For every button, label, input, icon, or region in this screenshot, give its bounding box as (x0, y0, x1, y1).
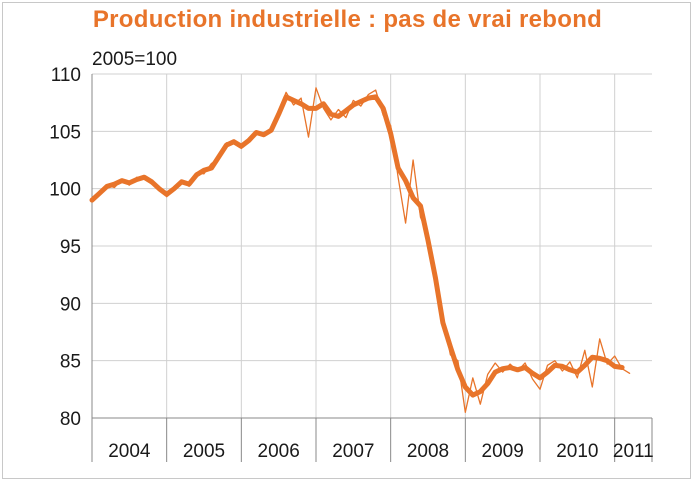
chart-frame (2, 2, 691, 479)
y-tick-labels: 80 85 90 95 100 105 110 (49, 65, 81, 430)
y-tick-label: 110 (51, 65, 81, 86)
x-tick-label: 2006 (258, 441, 300, 462)
y-tick-label: 85 (60, 352, 81, 373)
series-line-monthly (91, 87, 631, 413)
y-tick-label: 90 (60, 294, 81, 315)
x-tick-label: 2008 (407, 441, 449, 462)
axes (91, 74, 653, 462)
x-tick-label: 2010 (556, 441, 598, 462)
y-tick-label: 100 (49, 180, 81, 201)
x-tick-label: 2004 (108, 441, 151, 462)
y-tick-label: 95 (60, 237, 81, 258)
y-tick-label: 80 (60, 409, 81, 430)
x-tick-label: 2011 (613, 441, 654, 462)
chart-title: Production industrielle : pas de vrai re… (92, 6, 603, 33)
chart-subtitle: 2005=100 (92, 49, 178, 70)
x-tick-label: 2005 (183, 441, 225, 462)
x-tick-label: 2007 (332, 441, 374, 462)
grid-lines (92, 73, 652, 418)
series-lines (89, 87, 631, 413)
y-tick-label: 105 (49, 122, 81, 143)
x-tick-label: 2009 (482, 441, 524, 462)
x-tick-labels: 2004 2005 2006 2007 2008 2009 2010 2011 (108, 441, 654, 462)
